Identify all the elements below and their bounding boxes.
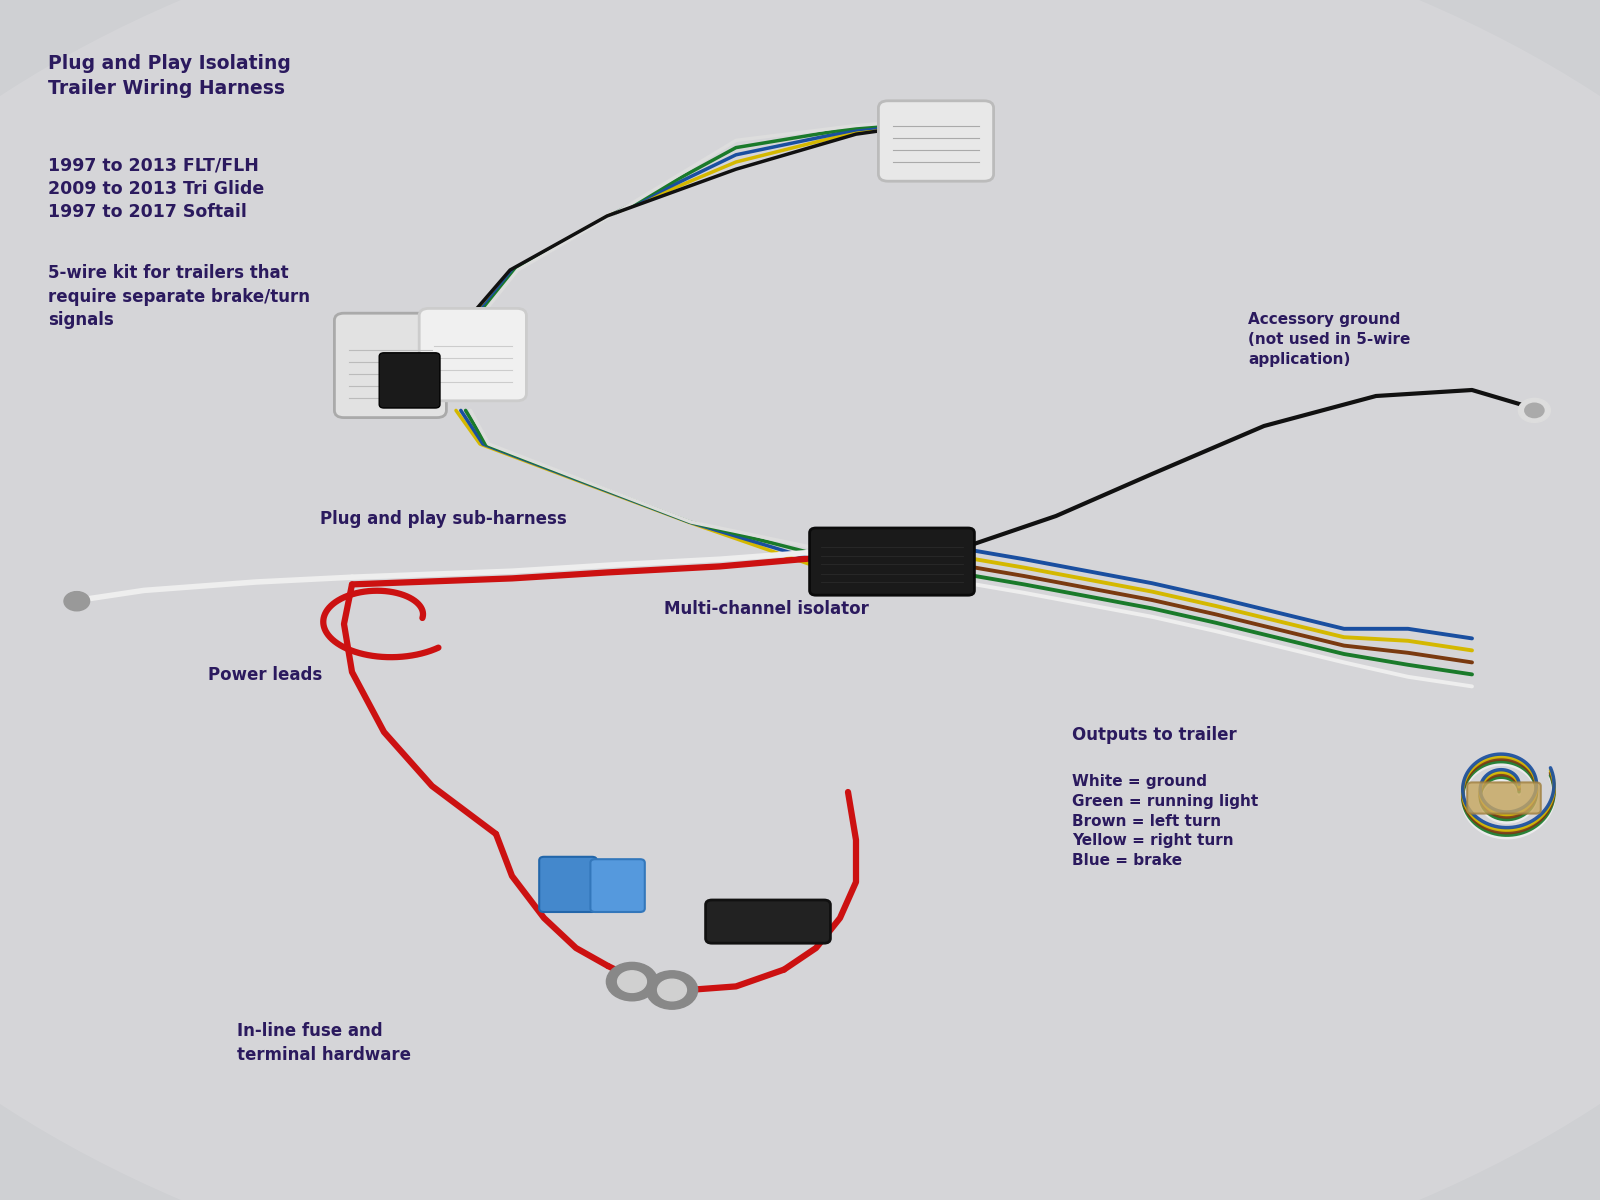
Circle shape [618,971,646,992]
Text: Power leads: Power leads [208,666,322,684]
FancyBboxPatch shape [334,313,446,418]
Circle shape [606,962,658,1001]
Circle shape [658,979,686,1001]
Text: Plug and play sub-harness: Plug and play sub-harness [320,510,566,528]
Circle shape [1525,403,1544,418]
Text: 5-wire kit for trailers that
require separate brake/turn
signals: 5-wire kit for trailers that require sep… [48,264,310,329]
FancyBboxPatch shape [590,859,645,912]
Circle shape [646,971,698,1009]
FancyBboxPatch shape [810,528,974,595]
Text: Accessory ground
(not used in 5-wire
application): Accessory ground (not used in 5-wire app… [1248,312,1410,367]
Text: Outputs to trailer: Outputs to trailer [1072,726,1237,744]
Text: In-line fuse and
terminal hardware: In-line fuse and terminal hardware [237,1022,411,1064]
Text: Multi-channel isolator: Multi-channel isolator [664,600,869,618]
FancyBboxPatch shape [1467,782,1541,814]
Text: White = ground
Green = running light
Brown = left turn
Yellow = right turn
Blue : White = ground Green = running light Bro… [1072,774,1258,869]
FancyBboxPatch shape [706,900,830,943]
FancyBboxPatch shape [539,857,597,912]
FancyBboxPatch shape [419,308,526,401]
Text: Plug and Play Isolating
Trailer Wiring Harness: Plug and Play Isolating Trailer Wiring H… [48,54,291,98]
Circle shape [1518,398,1550,422]
FancyBboxPatch shape [379,353,440,408]
Text: 1997 to 2013 FLT/FLH
2009 to 2013 Tri Glide
1997 to 2017 Softail: 1997 to 2013 FLT/FLH 2009 to 2013 Tri Gl… [48,156,264,221]
FancyBboxPatch shape [878,101,994,181]
Circle shape [64,592,90,611]
